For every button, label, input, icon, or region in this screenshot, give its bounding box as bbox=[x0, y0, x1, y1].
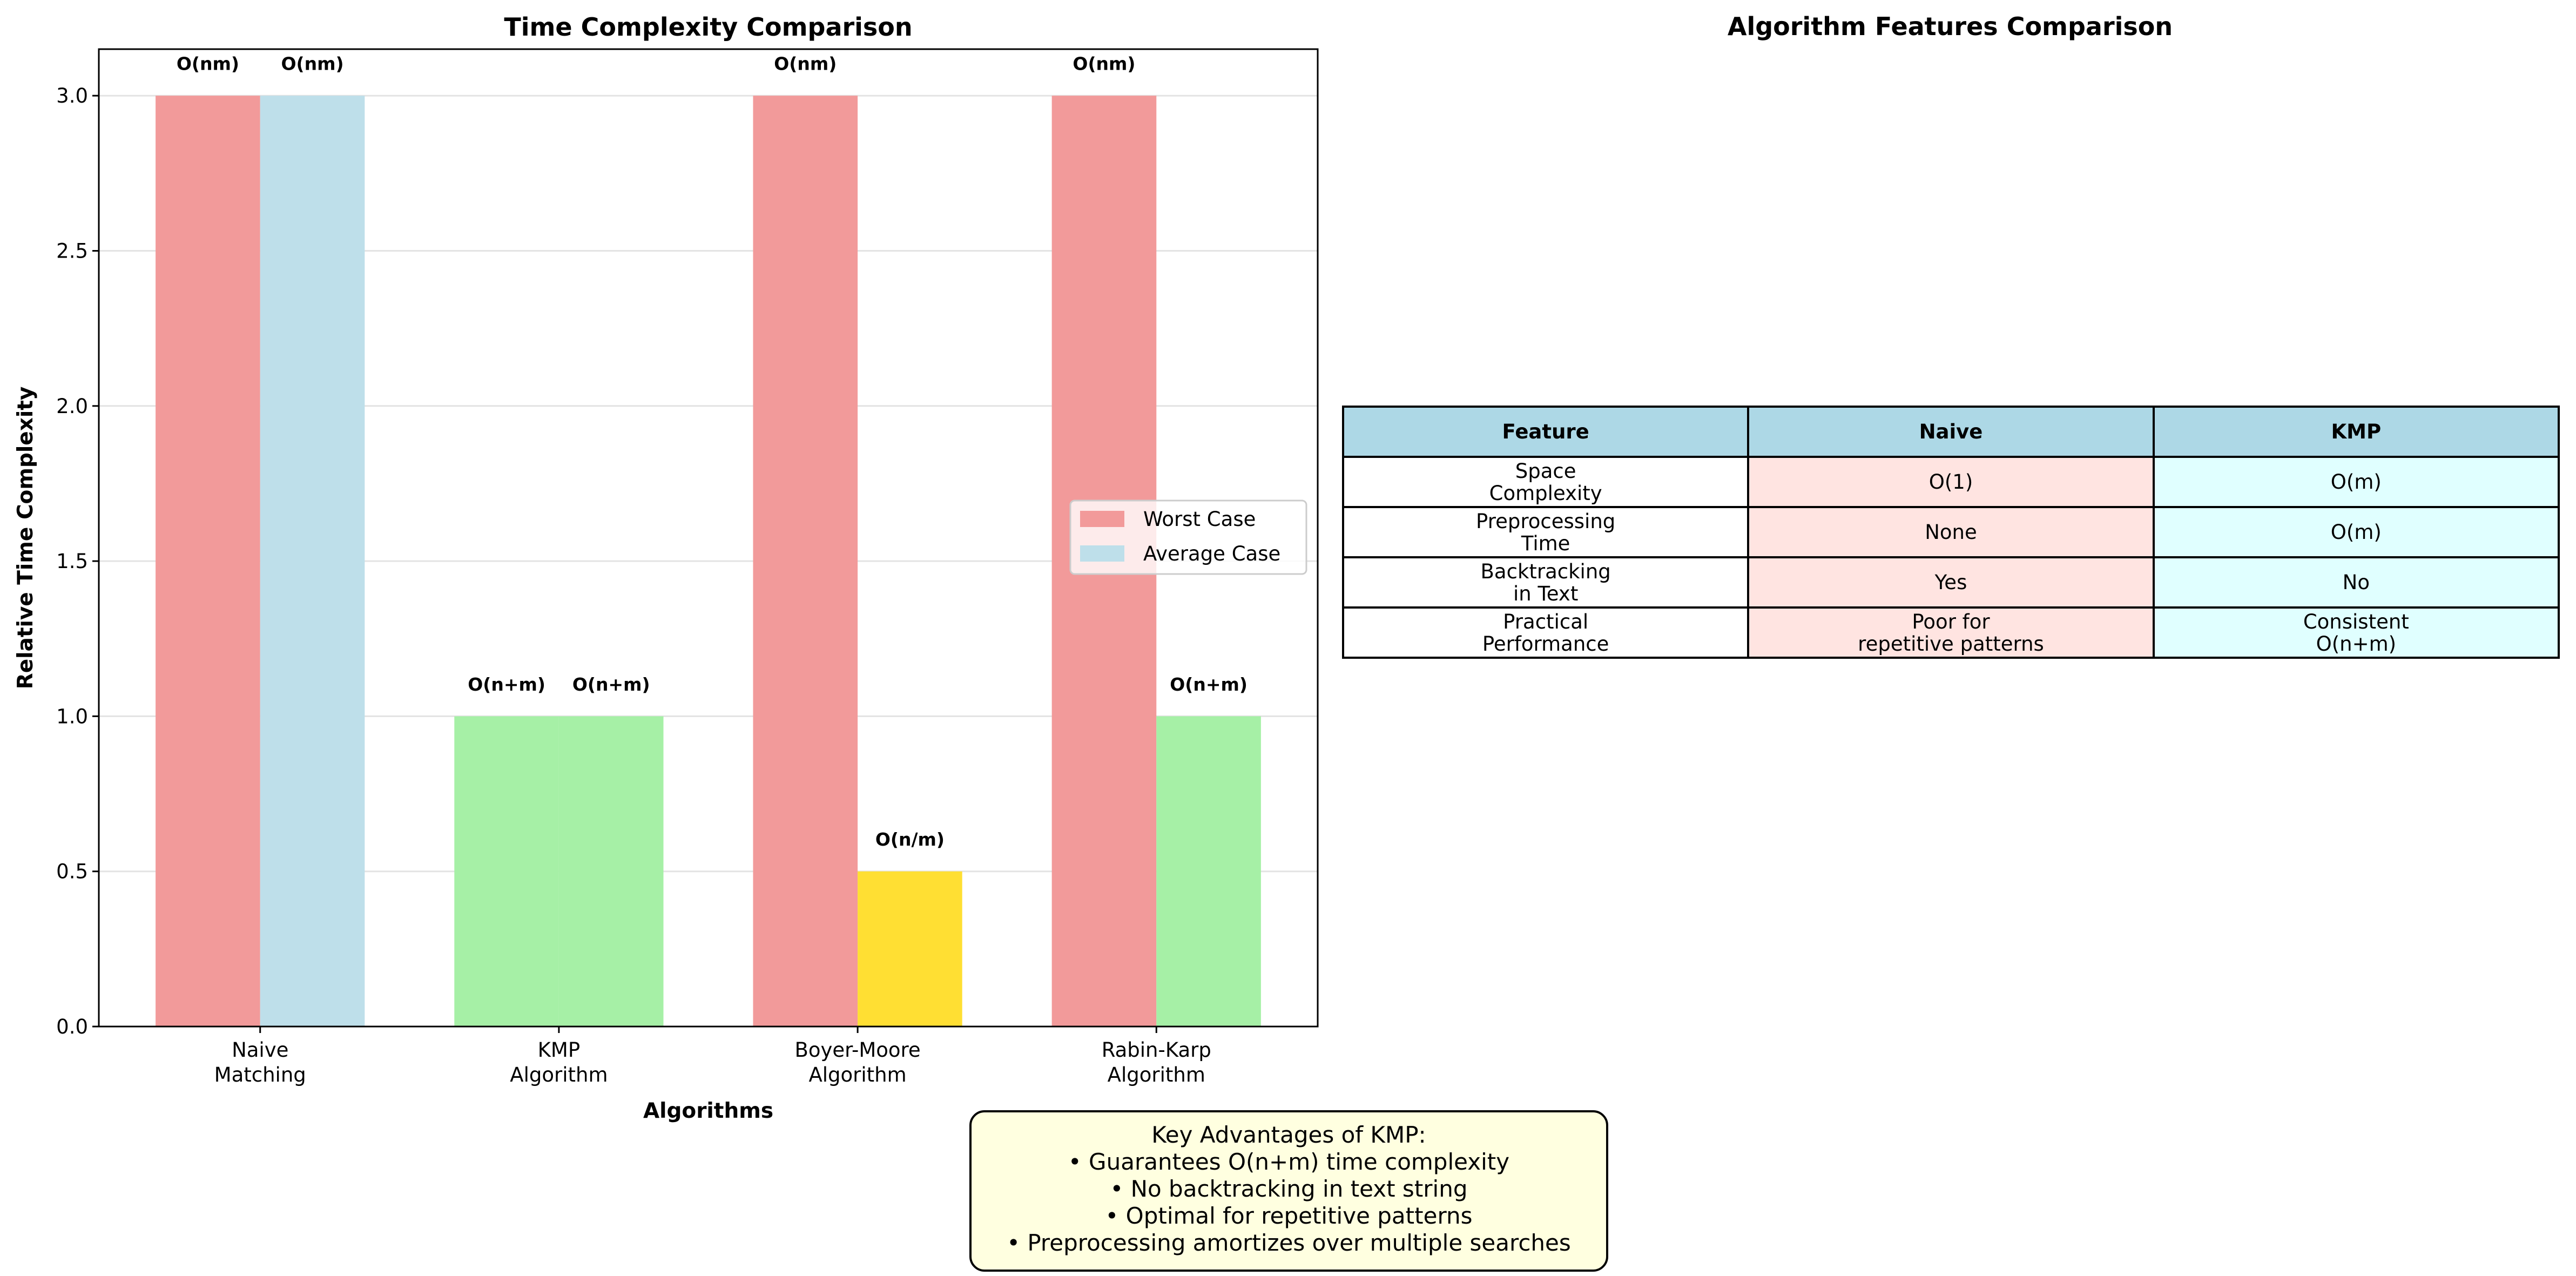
table-cell: None bbox=[1747, 506, 2155, 558]
x-tick-label: Rabin-Karp bbox=[1102, 1038, 1211, 1062]
key-advantages-box: Key Advantages of KMP: • Guarantees O(n+… bbox=[969, 1110, 1608, 1272]
bar-worst-case bbox=[454, 716, 559, 1027]
bar-value-label: O(n+m) bbox=[468, 674, 545, 695]
bar-value-label: O(nm) bbox=[177, 53, 239, 75]
bar-value-label: O(nm) bbox=[1073, 53, 1135, 75]
advantage-item: • Preprocessing amortizes over multiple … bbox=[1007, 1230, 1571, 1256]
column-header: KMP bbox=[2152, 406, 2560, 458]
table-row: Preprocessing Time None O(m) bbox=[1341, 506, 2560, 558]
y-tick-label: 2.0 bbox=[56, 395, 88, 418]
table-row: Backtracking in Text Yes No bbox=[1341, 556, 2560, 609]
bar-value-label: O(n+m) bbox=[572, 674, 650, 695]
table-cell: O(1) bbox=[1747, 456, 2155, 508]
bar-average-case bbox=[1156, 716, 1261, 1027]
legend-swatch bbox=[1080, 545, 1124, 562]
x-tick-label: Boyer-Moore bbox=[794, 1038, 920, 1062]
axes-frame bbox=[98, 48, 1319, 1028]
table-cell: Consistent O(n+m) bbox=[2152, 606, 2560, 659]
table-cell: Preprocessing Time bbox=[1341, 506, 1750, 558]
legend-label: Average Case bbox=[1143, 542, 1280, 565]
advantage-item: • No backtracking in text string bbox=[1110, 1176, 1468, 1202]
chart-title: Time Complexity Comparison bbox=[504, 12, 912, 42]
bar-worst-case bbox=[156, 96, 260, 1027]
features-table: Feature Naive KMP Space Complexity O(1) O(m) P… bbox=[1341, 406, 2560, 659]
table-cell: Poor for repetitive patterns bbox=[1747, 606, 2155, 659]
bar-worst-case bbox=[753, 96, 858, 1027]
advantage-item: • Guarantees O(n+m) time complexity bbox=[1068, 1149, 1510, 1175]
bar-average-case bbox=[260, 96, 365, 1027]
y-tick-label: 1.0 bbox=[56, 705, 88, 728]
table-cell: O(m) bbox=[2152, 506, 2560, 558]
table-row: Space Complexity O(1) O(m) bbox=[1341, 456, 2560, 508]
advantage-item: • Optimal for repetitive patterns bbox=[1105, 1203, 1473, 1229]
legend-swatch bbox=[1080, 511, 1124, 527]
y-tick-label: 0.0 bbox=[56, 1015, 88, 1038]
table-cell: Practical Performance bbox=[1341, 606, 1750, 659]
bar-value-label: O(nm) bbox=[774, 53, 837, 75]
table-cell: Yes bbox=[1747, 556, 2155, 609]
table-row: Practical Performance Poor for repetitive p… bbox=[1341, 606, 2560, 659]
table-cell: Backtracking in Text bbox=[1341, 556, 1750, 609]
bar-average-case bbox=[558, 716, 664, 1027]
table-cell: No bbox=[2152, 556, 2560, 609]
x-tick-label: KMP bbox=[538, 1038, 581, 1062]
x-tick-label: Algorithm bbox=[808, 1063, 906, 1086]
table-header-row: Feature Naive KMP bbox=[1341, 406, 2560, 458]
y-tick-label: 3.0 bbox=[56, 84, 88, 107]
advantages-title: Key Advantages of KMP: bbox=[1151, 1122, 1426, 1148]
x-tick-label: Algorithm bbox=[1108, 1063, 1205, 1086]
y-tick-label: 1.5 bbox=[56, 550, 88, 573]
table-cell: Space Complexity bbox=[1341, 456, 1750, 508]
features-table-title: Algorithm Features Comparison bbox=[1727, 12, 2173, 41]
table-cell: O(m) bbox=[2152, 456, 2560, 508]
x-tick-label: Naive bbox=[232, 1038, 288, 1062]
column-header: Naive bbox=[1747, 406, 2155, 458]
legend bbox=[1069, 499, 1307, 575]
y-axis-label: Relative Time Complexity bbox=[14, 387, 38, 690]
x-tick-label: Algorithm bbox=[510, 1063, 608, 1086]
bar-value-label: O(n/m) bbox=[875, 829, 945, 850]
y-tick-label: 2.5 bbox=[56, 239, 88, 262]
y-tick-label: 0.5 bbox=[56, 860, 88, 883]
x-tick-label: Matching bbox=[214, 1063, 306, 1086]
bar-value-label: O(n+m) bbox=[1170, 674, 1247, 695]
legend-label: Worst Case bbox=[1143, 508, 1256, 531]
x-axis-label: Algorithms bbox=[643, 1099, 773, 1123]
bar-value-label: O(nm) bbox=[281, 53, 343, 75]
bar-average-case bbox=[858, 871, 962, 1027]
column-header: Feature bbox=[1341, 406, 1750, 458]
